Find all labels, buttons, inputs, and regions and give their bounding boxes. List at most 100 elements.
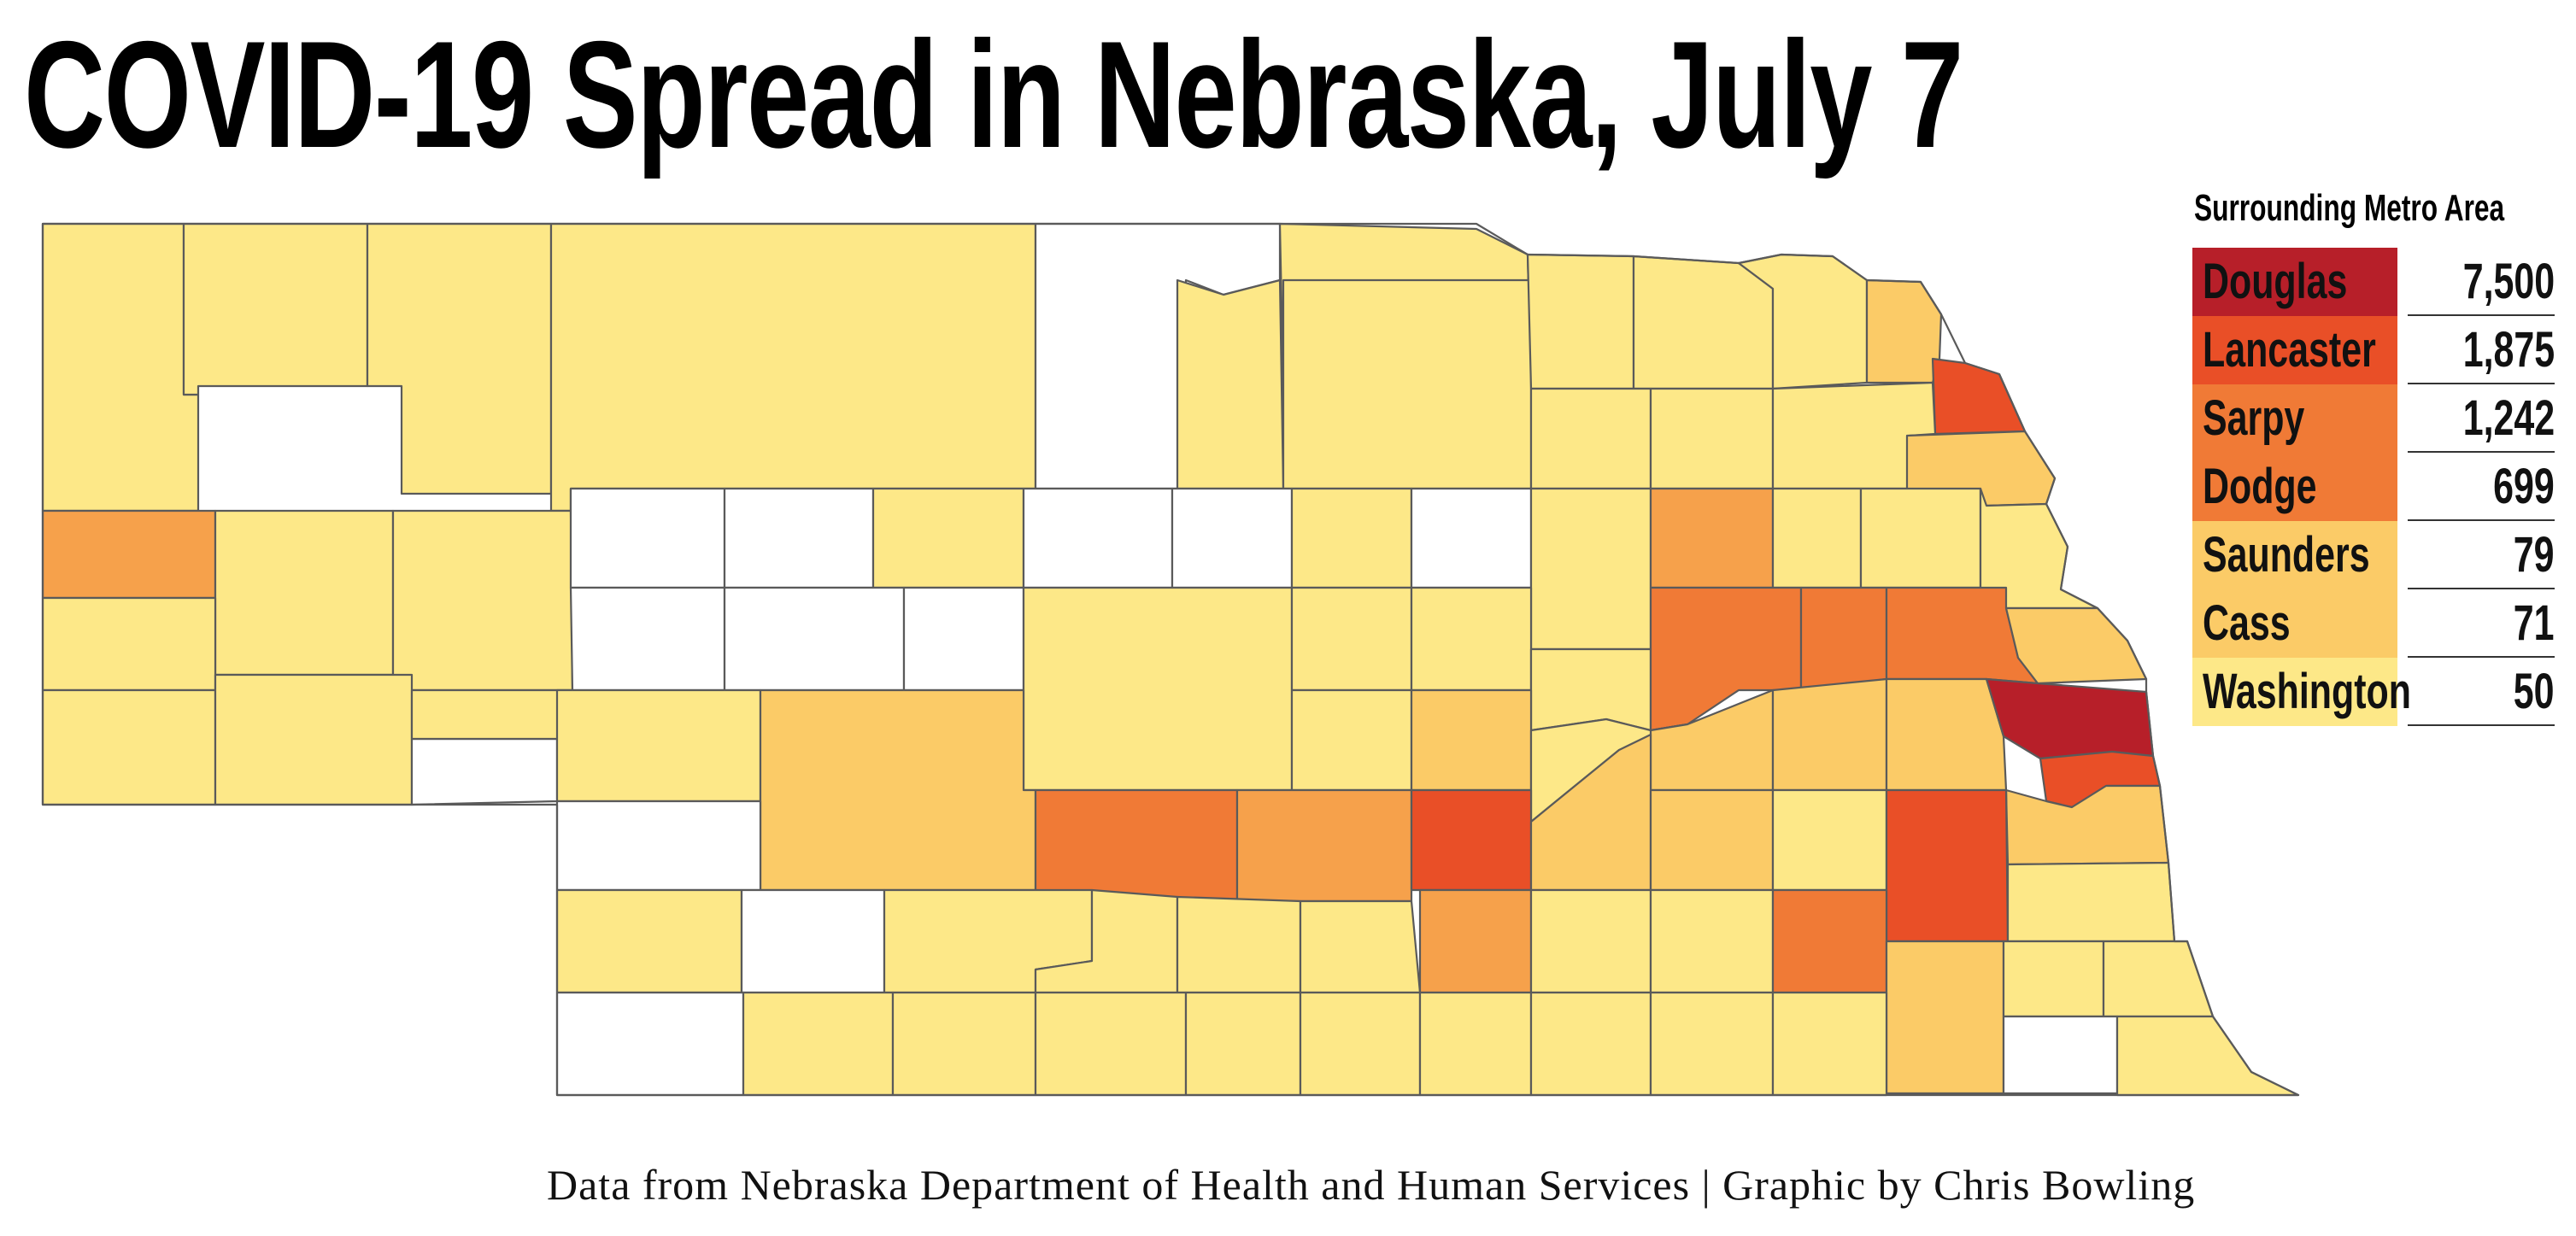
county <box>214 509 395 677</box>
county <box>1649 788 1775 892</box>
county <box>1529 991 1652 1097</box>
legend-county-name: Sarpy <box>2203 390 2305 446</box>
county <box>1799 586 1888 692</box>
county <box>891 991 1037 1097</box>
county <box>1526 253 1635 390</box>
county <box>1771 991 1888 1097</box>
legend-case-count: 50 <box>2514 664 2555 719</box>
legend-divider <box>2408 724 2555 726</box>
legend-row-saunders: Saunders 79 <box>2192 521 2555 589</box>
county <box>2102 940 2215 1018</box>
legend-divider <box>2408 451 2555 453</box>
county <box>1410 688 1533 792</box>
legend-swatch <box>2192 453 2397 521</box>
legend-divider <box>2408 656 2555 658</box>
legend-swatch <box>2192 316 2397 384</box>
county <box>41 222 200 513</box>
county <box>1985 677 2155 760</box>
county <box>1410 586 1533 692</box>
county <box>1299 991 1422 1097</box>
county <box>1885 677 2008 792</box>
county <box>1529 888 1652 994</box>
county <box>2002 1015 2119 1095</box>
county <box>1290 586 1413 692</box>
county <box>1235 788 1413 903</box>
county <box>366 222 553 495</box>
legend-county-name: Saunders <box>2203 527 2370 583</box>
legend-swatch <box>2192 384 2397 453</box>
county <box>1410 788 1533 892</box>
state-outline <box>41 222 2300 1097</box>
county <box>723 586 906 692</box>
county <box>1410 487 1533 589</box>
county <box>742 991 895 1097</box>
legend-row-dodge: Dodge 699 <box>2192 453 2555 521</box>
county <box>1771 788 1888 892</box>
county <box>1529 487 1652 651</box>
credit-line: Data from Nebraska Department of Health … <box>547 1161 2196 1209</box>
legend-county-name: Dodge <box>2203 459 2317 514</box>
legend-row-washington: Washington 50 <box>2192 658 2555 726</box>
county <box>391 509 574 692</box>
legend-swatch <box>2192 589 2397 658</box>
county <box>759 688 1037 892</box>
county <box>902 586 1025 692</box>
legend-row-cass: Cass 71 <box>2192 589 2555 658</box>
county <box>723 487 875 589</box>
county <box>1931 357 2027 436</box>
legend-divider <box>2408 519 2555 521</box>
county <box>1529 647 1652 732</box>
county <box>1034 788 1239 903</box>
county <box>569 487 726 589</box>
county <box>549 222 1037 513</box>
county <box>1859 487 1982 589</box>
county <box>1649 387 1775 490</box>
legend-divider <box>2408 383 2555 384</box>
county <box>214 673 414 806</box>
county <box>1022 487 1174 589</box>
county <box>555 800 762 892</box>
county <box>41 688 217 806</box>
map-title: COVID-19 Spread in Nebraska, July 7 <box>24 9 1963 179</box>
legend-swatch <box>2192 658 2397 726</box>
county <box>1771 487 1863 589</box>
county <box>41 509 217 600</box>
legend-case-count: 699 <box>2493 459 2555 514</box>
county <box>1649 991 1775 1097</box>
county <box>1885 788 2010 943</box>
county <box>41 596 217 692</box>
county <box>555 888 743 994</box>
county <box>569 586 726 692</box>
county <box>1176 895 1302 994</box>
county <box>1649 888 1775 994</box>
county <box>1632 255 1775 390</box>
legend-case-count: 1,242 <box>2462 390 2555 446</box>
legend-county-name: Washington <box>2203 664 2411 719</box>
legend-county-name: Cass <box>2203 595 2291 651</box>
county <box>1649 487 1775 589</box>
county <box>2002 940 2105 1018</box>
county <box>1885 940 2005 1095</box>
county <box>1034 991 1188 1097</box>
county <box>1418 888 1533 994</box>
legend-heading: Surrounding Metro Area <box>2194 187 2505 229</box>
legend-case-count: 71 <box>2514 595 2555 651</box>
legend-swatch <box>2192 248 2397 316</box>
county <box>1290 487 1413 589</box>
county <box>2006 861 2176 943</box>
county <box>1771 888 1888 994</box>
legend-swatch <box>2192 521 2397 589</box>
county <box>2115 1015 2300 1097</box>
county <box>410 737 559 806</box>
county <box>410 688 574 741</box>
legend-row-douglas: Douglas 7,500 <box>2192 248 2555 316</box>
legend-row-lancaster: Lancaster 1,875 <box>2192 316 2555 384</box>
county <box>1299 899 1422 994</box>
county <box>740 888 886 994</box>
county <box>1771 677 1888 792</box>
county <box>1290 688 1413 792</box>
county <box>1171 487 1294 589</box>
legend-case-count: 7,500 <box>2462 254 2555 309</box>
county <box>182 222 369 396</box>
county <box>1022 586 1294 792</box>
